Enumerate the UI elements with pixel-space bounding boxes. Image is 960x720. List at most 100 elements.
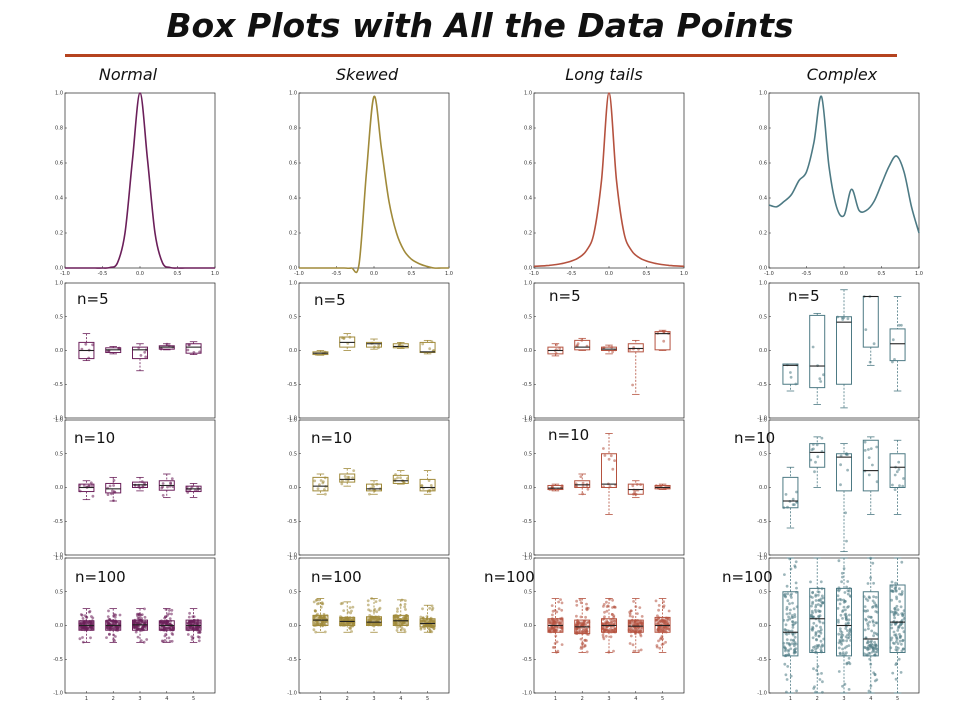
data-point <box>890 626 894 630</box>
data-point <box>190 620 194 624</box>
data-point <box>198 625 202 629</box>
data-point <box>188 620 192 623</box>
data-point <box>785 612 789 616</box>
data-point <box>784 673 788 677</box>
box-ytick-label: 0.0 <box>55 348 63 354</box>
data-point <box>90 621 94 624</box>
data-point <box>320 602 324 606</box>
data-point <box>818 610 821 613</box>
data-point <box>837 670 841 673</box>
box-ytick-label: -1.0 <box>757 691 767 697</box>
data-point <box>78 637 82 641</box>
box-iqr <box>654 616 671 633</box>
box-ytick-label: 0.5 <box>759 314 767 320</box>
sample-size-label: n=100 <box>311 568 362 586</box>
data-point <box>784 493 788 496</box>
density-axes <box>533 92 685 269</box>
density-ytick-label: 0.6 <box>759 161 767 167</box>
data-point <box>640 615 644 618</box>
data-point <box>629 609 633 613</box>
data-point <box>783 573 786 576</box>
box-xtick-label: 1 <box>554 696 557 702</box>
data-point <box>794 581 798 585</box>
box-ytick-label: 1.0 <box>759 281 767 287</box>
data-point <box>396 610 399 613</box>
data-point <box>791 632 794 635</box>
data-point <box>91 494 95 498</box>
box-iqr <box>419 478 436 492</box>
data-point <box>790 614 794 617</box>
data-point <box>837 646 841 650</box>
box-iqr <box>836 316 852 385</box>
box-iqr <box>574 339 591 351</box>
data-point <box>840 571 844 575</box>
data-point <box>793 613 797 616</box>
data-point <box>372 610 376 613</box>
data-point <box>898 484 901 488</box>
box-iqr <box>185 343 202 354</box>
data-point <box>847 656 851 660</box>
data-point <box>581 481 585 485</box>
data-point <box>585 627 589 631</box>
column-label: Long tails <box>565 65 642 84</box>
data-point <box>349 627 352 631</box>
data-point <box>893 473 897 477</box>
data-point <box>794 647 798 650</box>
data-point <box>632 649 636 653</box>
data-point <box>786 618 789 622</box>
data-point <box>793 622 797 625</box>
data-point <box>789 638 793 642</box>
data-point <box>188 626 192 630</box>
data-point <box>898 600 902 603</box>
box-ytick-label: 0.0 <box>289 623 297 629</box>
data-point <box>89 481 93 485</box>
data-point <box>892 630 896 634</box>
data-point <box>814 647 817 651</box>
data-point <box>795 689 798 693</box>
data-point <box>168 617 172 620</box>
data-point <box>602 637 606 641</box>
data-point <box>136 635 140 639</box>
data-point <box>639 634 643 638</box>
data-point <box>136 626 140 630</box>
data-point <box>842 605 846 609</box>
data-point <box>632 600 635 603</box>
data-point <box>143 607 146 611</box>
data-point <box>791 626 795 629</box>
data-point <box>605 600 608 604</box>
data-point <box>428 620 432 624</box>
data-point <box>814 608 817 612</box>
box-ytick-label: 0.0 <box>524 485 532 491</box>
data-point <box>901 626 904 630</box>
data-point <box>78 622 82 626</box>
data-point <box>425 615 429 618</box>
data-point <box>136 616 140 620</box>
data-point <box>846 629 849 632</box>
data-point <box>559 598 562 601</box>
data-point <box>140 620 143 623</box>
data-point <box>841 575 844 579</box>
data-point <box>366 603 370 607</box>
data-point <box>586 606 590 610</box>
data-point <box>817 603 820 606</box>
data-point <box>901 639 905 643</box>
data-point <box>404 608 407 611</box>
box-xtick-label: 5 <box>426 696 429 702</box>
data-point <box>660 619 663 622</box>
box-ytick-label: -0.5 <box>53 657 63 663</box>
data-point <box>580 642 584 645</box>
density-curve-line <box>299 95 449 274</box>
box-xtick-label: 2 <box>816 696 819 702</box>
data-point <box>893 611 897 614</box>
data-point <box>819 625 822 629</box>
box-iqr <box>627 343 644 353</box>
box-ytick-label: 0.0 <box>759 623 767 629</box>
data-point <box>845 651 848 655</box>
box-iqr <box>105 482 122 494</box>
data-point <box>91 343 94 347</box>
data-point <box>867 595 871 599</box>
data-point <box>786 665 790 668</box>
data-point <box>628 642 632 645</box>
box-ytick-label: -0.5 <box>522 519 532 525</box>
data-point <box>900 323 903 327</box>
